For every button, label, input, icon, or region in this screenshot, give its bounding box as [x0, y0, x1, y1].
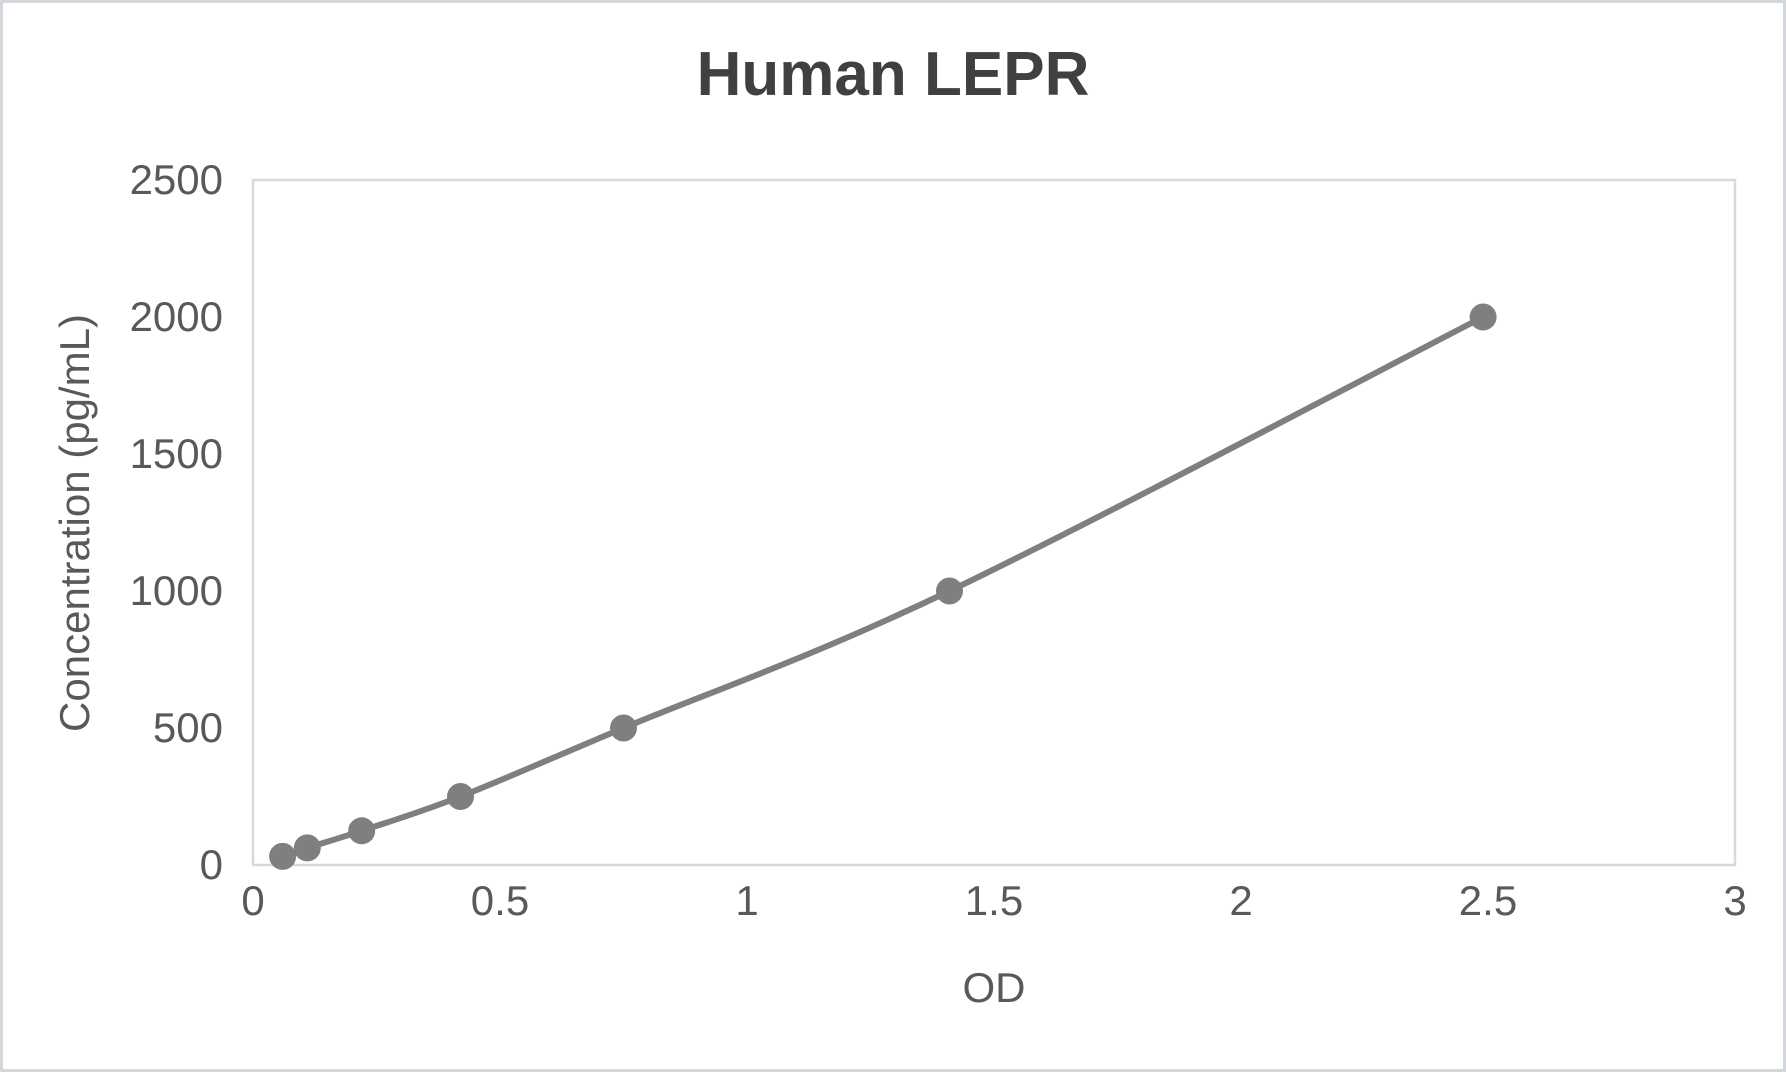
x-tick-label: 0	[241, 877, 265, 924]
x-axis-title: OD	[962, 964, 1026, 1011]
plot-area	[251, 178, 1737, 870]
data-point-marker	[348, 817, 376, 845]
x-tick-label: 1.5	[964, 877, 1024, 924]
y-tick-label: 0	[199, 841, 223, 888]
y-tick-label: 500	[152, 704, 223, 751]
x-tick-label: 2	[1229, 877, 1253, 924]
x-tick-label: 0.5	[470, 877, 530, 924]
y-tick-label: 1500	[129, 430, 223, 477]
x-tick-label: 1	[735, 877, 759, 924]
x-tick-label: 3	[1723, 877, 1747, 924]
data-point-marker	[610, 714, 637, 742]
y-tick-label: 1000	[129, 567, 223, 614]
plot-border	[251, 178, 1737, 867]
data-point-marker	[1469, 303, 1497, 331]
data-point-marker	[936, 577, 963, 605]
y-tick-label: 2500	[129, 156, 223, 203]
x-tick-label: 2.5	[1458, 877, 1518, 924]
y-tick-label: 2000	[129, 293, 223, 340]
data-point-marker	[269, 842, 297, 870]
series-line	[279, 314, 1487, 860]
chart-title: Human LEPR	[696, 40, 1090, 109]
data-point-marker	[447, 783, 474, 810]
data-point-marker	[293, 834, 321, 862]
